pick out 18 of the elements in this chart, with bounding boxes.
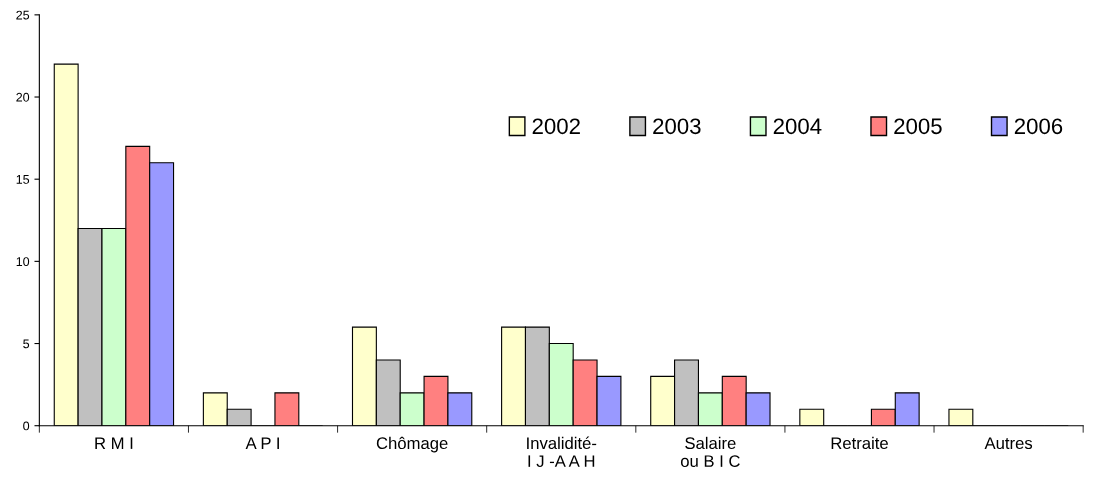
legend-label: 2004 [773, 118, 822, 135]
x-tick-label: R M I [95, 437, 133, 449]
y-tick-label: 20 [16, 92, 30, 102]
x-tick-label: Salaire ou B I C [680, 436, 740, 468]
y-tick-label: 0 [23, 421, 30, 431]
legend-label: 2002 [532, 118, 580, 135]
x-tick-label: Autres [984, 437, 1033, 450]
y-tick-label: 10 [16, 257, 30, 267]
y-tick-label: 5 [23, 339, 30, 349]
legend-label: 2003 [653, 118, 701, 135]
x-tick-label: Invalidité- I J -A A H [527, 436, 597, 468]
x-tick-label: Retraite [831, 436, 888, 450]
y-tick-label: 15 [16, 175, 30, 184]
legend-label: 2006 [1014, 118, 1063, 135]
x-tick-label: A P I [245, 437, 279, 449]
y-tick-label: 25 [16, 10, 30, 20]
legend-label: 2005 [894, 118, 942, 135]
x-tick-label: Chômage [376, 436, 448, 453]
